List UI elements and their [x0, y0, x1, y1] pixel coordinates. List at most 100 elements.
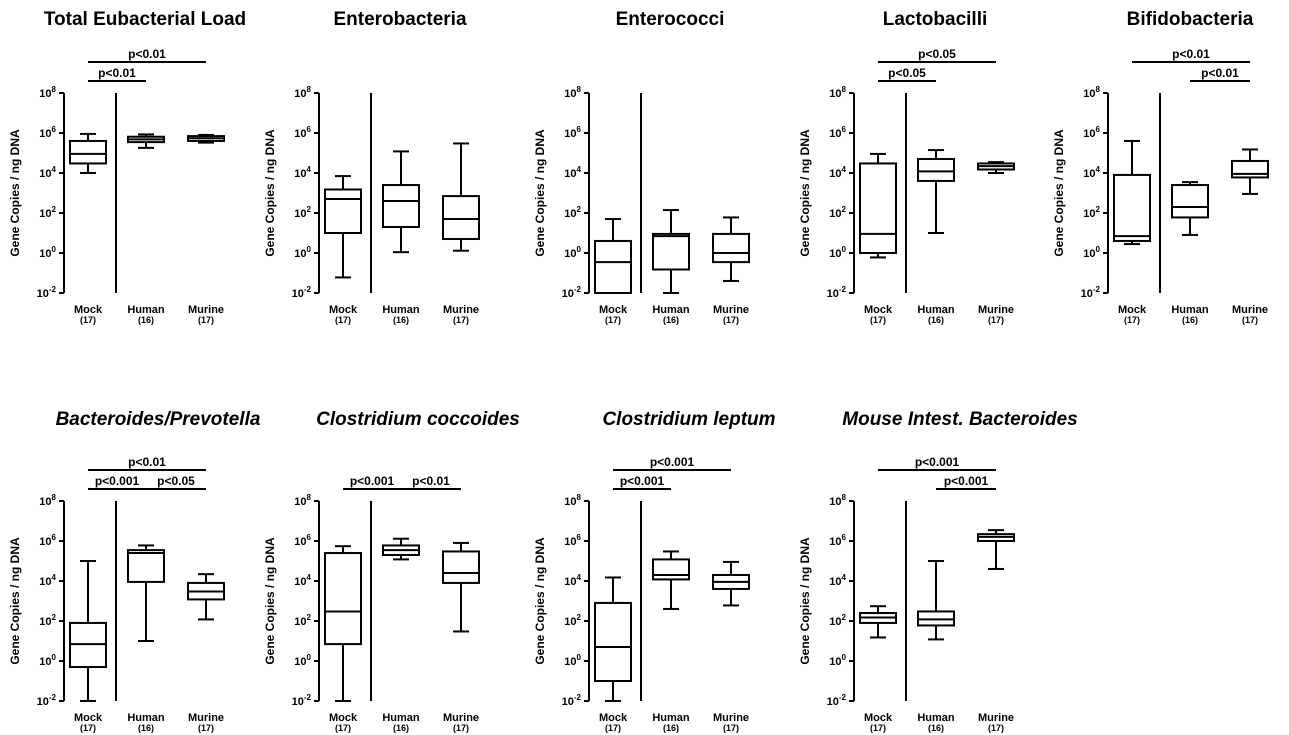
category-label: Murine [443, 712, 479, 724]
box-human [652, 209, 690, 294]
category-label: Murine [188, 304, 224, 316]
y-tick-label: 104 [39, 573, 56, 588]
sample-count-label: (16) [928, 723, 944, 733]
category-label: Murine [713, 712, 749, 724]
box-mock [69, 560, 107, 702]
sample-count-label: (17) [723, 315, 739, 325]
category-label: Mock [864, 712, 893, 724]
y-tick-label: 106 [564, 533, 581, 548]
y-tick-label: 108 [294, 85, 311, 100]
box-human [382, 150, 420, 254]
sample-count-label: (17) [1124, 315, 1140, 325]
category-label: Human [917, 304, 955, 316]
sample-count-label: (17) [80, 723, 96, 733]
y-tick-label: 102 [829, 205, 846, 220]
chart-title: Mouse Intest. Bacteroides [842, 409, 1077, 430]
sample-count-label: (17) [988, 315, 1004, 325]
y-tick-label: 100 [564, 245, 581, 260]
chart-title: Bacteroides/Prevotella [56, 409, 261, 430]
sample-count-label: (16) [393, 315, 409, 325]
y-tick-label: 108 [294, 493, 311, 508]
box-mock [594, 218, 632, 294]
chart-panel-1: Total Eubacterial Load Gene Copies / ng D… [8, 9, 246, 325]
sample-count-label: (17) [335, 723, 351, 733]
box-human [382, 537, 420, 561]
y-tick-label: 100 [1083, 245, 1100, 260]
box-iqr [324, 552, 362, 646]
y-axis-label: Gene Copies / ng DNA [1052, 129, 1066, 257]
y-axis-label: Gene Copies / ng DNA [263, 537, 277, 665]
category-label: Human [652, 712, 690, 724]
sample-count-label: (17) [198, 723, 214, 733]
y-tick-label: 104 [564, 165, 581, 180]
significance-label: p<0.01 [1201, 66, 1239, 80]
y-tick-label: 10-2 [292, 693, 312, 708]
sample-count-label: (17) [453, 723, 469, 733]
chart-title: Total Eubacterial Load [44, 9, 246, 30]
sample-count-label: (16) [1182, 315, 1198, 325]
y-axis-label: Gene Copies / ng DNA [8, 129, 22, 257]
category-label: Mock [329, 712, 358, 724]
y-tick-label: 100 [39, 653, 56, 668]
sample-count-label: (17) [870, 315, 886, 325]
chart-panel-7: Clostridium coccoides Gene Copies / ng DN… [263, 409, 520, 733]
sample-count-label: (17) [1242, 315, 1258, 325]
chart-title: Bifidobacteria [1127, 9, 1254, 30]
box-murine [187, 133, 225, 144]
chart-title: Clostridium coccoides [316, 409, 520, 430]
box-murine [442, 142, 480, 252]
box-murine [187, 573, 225, 621]
box-murine [442, 541, 480, 633]
category-label: Mock [599, 304, 628, 316]
box-murine [712, 560, 750, 607]
category-label: Human [127, 304, 165, 316]
category-label: Human [127, 712, 165, 724]
box-iqr [652, 558, 690, 581]
y-tick-label: 102 [1083, 205, 1100, 220]
category-label: Mock [74, 712, 103, 724]
y-tick-label: 104 [294, 573, 311, 588]
y-tick-label: 10-2 [827, 285, 847, 300]
chart-panel-9: Mouse Intest. Bacteroides Gene Copies / n… [798, 409, 1078, 733]
y-tick-label: 10-2 [1081, 285, 1101, 300]
box-human [917, 149, 955, 234]
y-tick-label: 102 [39, 613, 56, 628]
box-mock [324, 545, 362, 702]
y-axis-label: Gene Copies / ng DNA [798, 129, 812, 257]
box-iqr [594, 239, 632, 294]
y-tick-label: 100 [39, 245, 56, 260]
category-label: Mock [599, 712, 628, 724]
significance-label: p<0.05 [157, 474, 195, 488]
box-iqr [442, 550, 480, 584]
y-tick-label: 106 [39, 125, 56, 140]
significance-label: p<0.05 [888, 66, 926, 80]
box-iqr [442, 195, 480, 241]
box-human [1171, 181, 1209, 236]
chart-panel-2: Enterobacteria Gene Copies / ng DNA 10-2 10… [263, 9, 480, 325]
category-label: Murine [713, 304, 749, 316]
y-tick-label: 102 [294, 205, 311, 220]
y-tick-label: 108 [39, 85, 56, 100]
significance-label: p<0.01 [1172, 47, 1210, 61]
y-tick-label: 104 [1083, 165, 1100, 180]
box-human [917, 560, 955, 641]
y-tick-label: 104 [564, 573, 581, 588]
y-tick-label: 108 [564, 493, 581, 508]
y-tick-label: 102 [564, 205, 581, 220]
category-label: Human [382, 304, 420, 316]
category-label: Murine [443, 304, 479, 316]
y-axis-label: Gene Copies / ng DNA [533, 537, 547, 665]
significance-label: p<0.001 [944, 474, 989, 488]
y-tick-label: 106 [564, 125, 581, 140]
chart-title: Enterobacteria [333, 9, 466, 30]
category-label: Murine [978, 304, 1014, 316]
box-human [127, 133, 165, 149]
y-tick-label: 100 [829, 653, 846, 668]
y-tick-label: 102 [294, 613, 311, 628]
box-murine [977, 161, 1015, 174]
box-iqr [69, 139, 107, 165]
box-iqr [1171, 184, 1209, 219]
box-iqr [917, 158, 955, 182]
y-tick-label: 102 [829, 613, 846, 628]
y-tick-label: 106 [1083, 125, 1100, 140]
